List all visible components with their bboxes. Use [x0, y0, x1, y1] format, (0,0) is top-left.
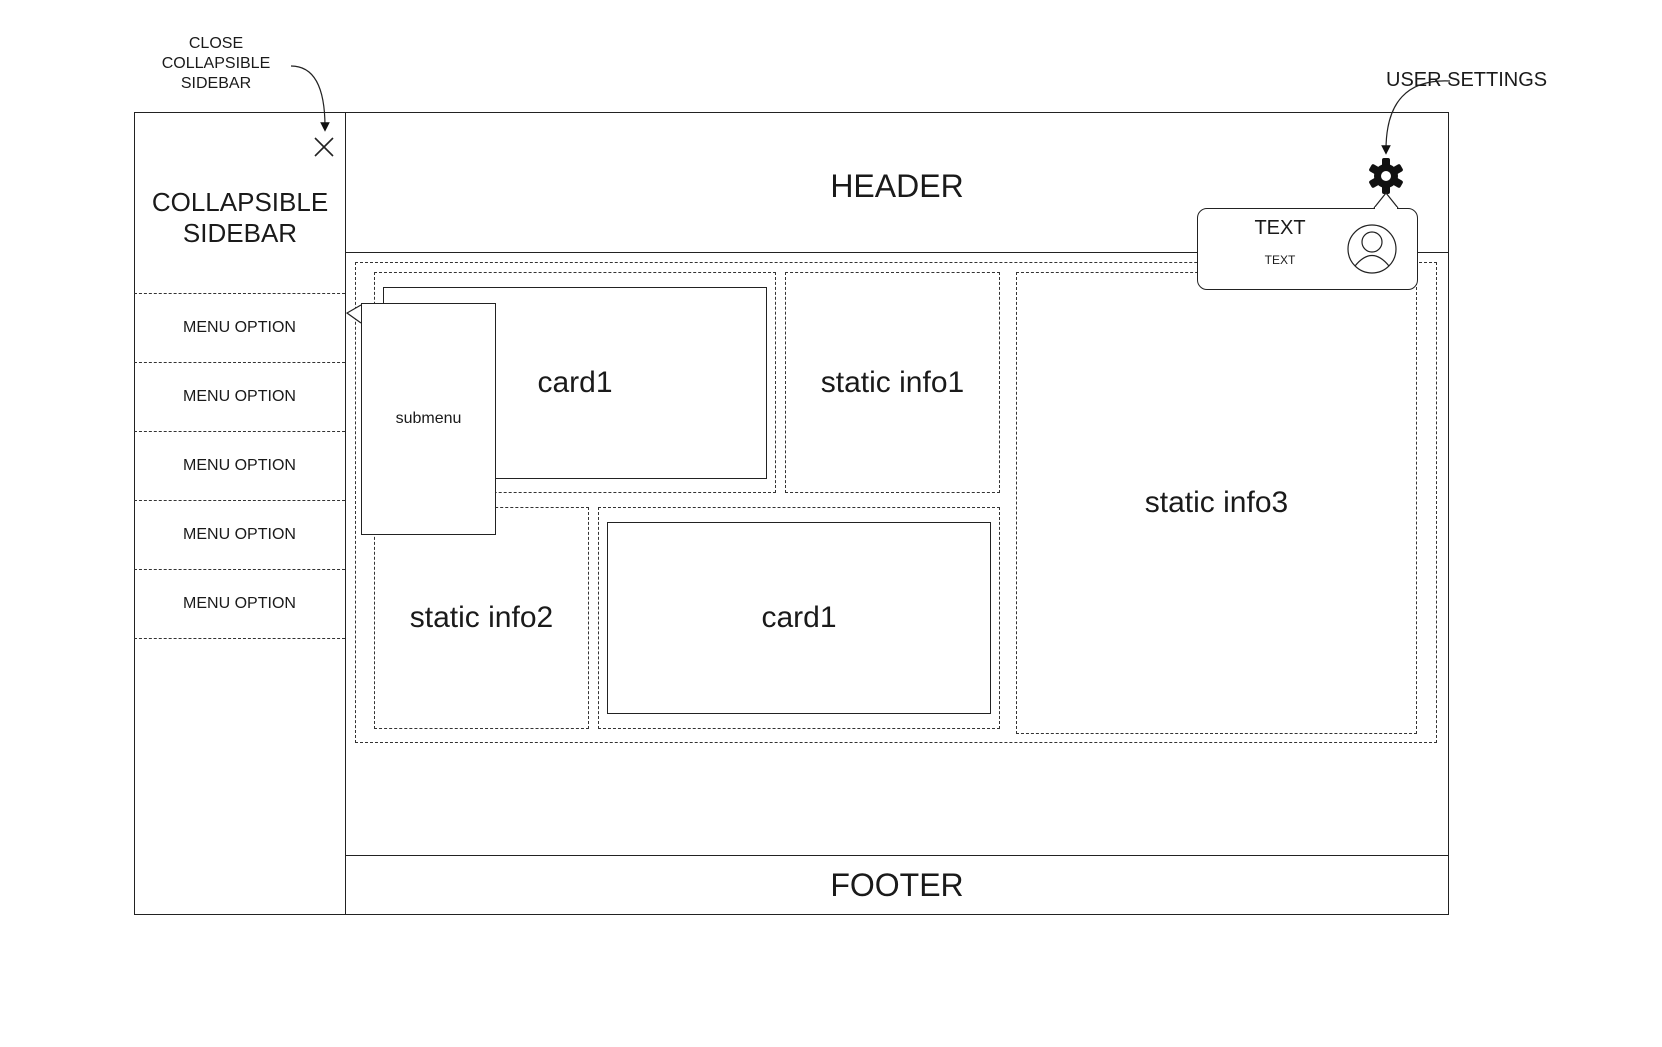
footer-divider — [345, 855, 1449, 856]
menu-option-label: MENU OPTION — [183, 526, 296, 543]
annotation-user-settings: USER SETTINGS — [1386, 69, 1548, 91]
menu-option[interactable]: MENU OPTION — [134, 500, 345, 569]
close-sidebar-button[interactable] — [312, 135, 336, 159]
card-label: card1 — [761, 601, 837, 634]
submenu[interactable]: submenu — [361, 303, 496, 535]
user-subtext: TEXT — [1264, 253, 1296, 267]
menu-option-label: MENU OPTION — [183, 595, 296, 612]
avatar-icon — [1347, 224, 1397, 274]
menu-option[interactable]: MENU OPTION — [134, 569, 345, 639]
static-info-1: static info1 — [785, 272, 1000, 493]
user-name: TEXT — [1254, 217, 1306, 239]
footer: FOOTER — [830, 867, 964, 903]
gear-icon — [1369, 158, 1403, 194]
menu-option[interactable]: MENU OPTION — [134, 431, 345, 500]
header-divider — [345, 252, 1449, 253]
menu-option-label: MENU OPTION — [183, 388, 296, 405]
avatar[interactable] — [1346, 223, 1398, 275]
card-label: card1 — [537, 366, 613, 399]
static-info-1-label: static info1 — [820, 365, 965, 399]
static-info-2-label: static info2 — [409, 601, 554, 634]
menu-option[interactable]: MENU OPTION — [134, 293, 345, 362]
menu-option-label: MENU OPTION — [183, 457, 296, 474]
static-info-3: static info3 — [1016, 272, 1417, 734]
menu-option-label: MENU OPTION — [183, 319, 296, 336]
header: HEADER — [830, 168, 964, 204]
static-info-3-label: static info3 — [1144, 486, 1289, 519]
user-settings-button[interactable] — [1367, 157, 1405, 195]
close-icon — [314, 137, 334, 157]
annotation-close-sidebar: CLOSE COLLAPSIBLE SIDEBAR — [161, 35, 271, 92]
sidebar-title: COLLAPSIBLE SIDEBAR — [151, 187, 329, 248]
sidebar-menu: MENU OPTION MENU OPTION MENU OPTION MENU… — [134, 293, 345, 639]
static-info-2: static info2 — [374, 507, 589, 729]
menu-option[interactable]: MENU OPTION — [134, 362, 345, 431]
card-row-bottom — [598, 507, 1000, 729]
card[interactable]: card1 — [607, 522, 991, 714]
main-frame — [345, 112, 1449, 915]
content-area — [355, 262, 1437, 743]
submenu-label: submenu — [395, 410, 462, 427]
